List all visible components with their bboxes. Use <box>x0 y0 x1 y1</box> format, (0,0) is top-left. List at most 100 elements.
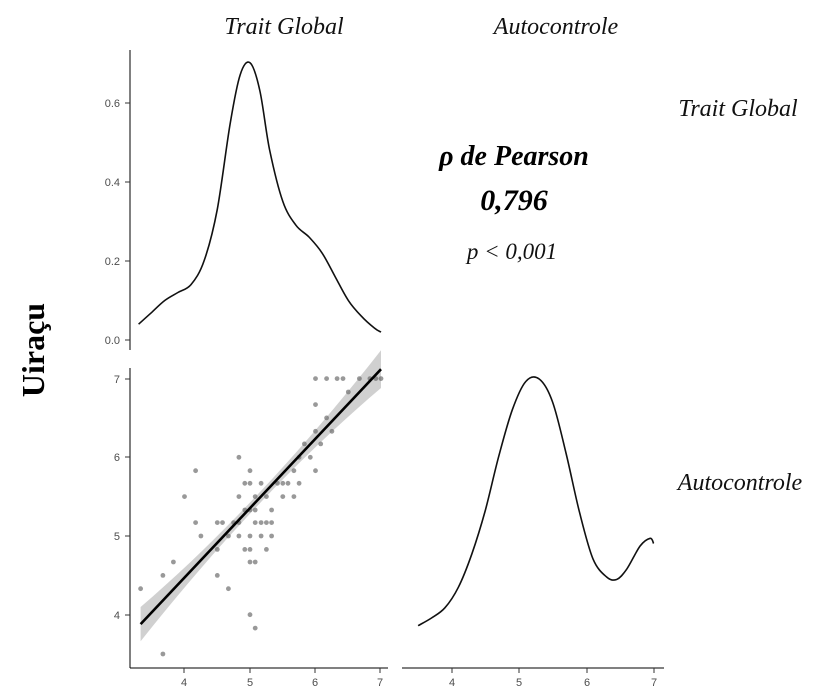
svg-text:6: 6 <box>584 677 590 689</box>
scatter-point <box>291 468 297 474</box>
row-header-autocontrole: Autocontrole <box>676 470 803 496</box>
scatter-point <box>252 625 258 631</box>
svg-text:0.2: 0.2 <box>105 256 120 268</box>
svg-text:6: 6 <box>114 452 120 464</box>
svg-text:6: 6 <box>312 677 318 689</box>
scatter-point <box>324 415 329 421</box>
svg-text:5: 5 <box>247 677 253 689</box>
scatter-point <box>252 507 258 513</box>
svg-text:7: 7 <box>377 677 383 689</box>
density-auto-curve <box>417 376 655 627</box>
correlation-p-value: p < 0,001 <box>465 239 557 264</box>
svg-text:0.0: 0.0 <box>105 335 120 347</box>
scatter-point <box>307 454 313 460</box>
scatter-x-tick: 4 <box>181 668 187 689</box>
svg-text:7: 7 <box>651 677 657 689</box>
scatter-point <box>334 376 340 381</box>
svg-text:0.4: 0.4 <box>105 177 120 189</box>
scatter-point <box>264 547 269 552</box>
scatter-point <box>269 507 274 513</box>
scatter-point <box>182 494 187 499</box>
scatter-points <box>138 376 384 657</box>
scatter-point <box>236 454 242 460</box>
scatter-point <box>193 520 199 525</box>
scatter-point <box>247 559 253 565</box>
density-auto-x-ticks: 4 5 6 7 <box>449 668 657 689</box>
svg-text:4: 4 <box>114 610 120 622</box>
scatter-point <box>160 651 166 657</box>
scatter-point <box>357 376 362 381</box>
scatter-point <box>318 441 324 447</box>
scatter-point <box>302 441 307 447</box>
scatter-point <box>313 468 318 474</box>
svg-text:4: 4 <box>181 677 187 689</box>
scatter-y-tick: 6 <box>114 452 130 464</box>
column-header-trait-global: Trait Global <box>224 14 344 40</box>
scatter-point <box>264 520 269 525</box>
scatter-point <box>313 402 318 407</box>
density-auto-x-tick: 6 <box>584 668 590 689</box>
svg-text:5: 5 <box>114 531 120 543</box>
scatter-point <box>345 389 351 395</box>
scatter-point <box>291 494 297 499</box>
scatter-point <box>280 480 286 486</box>
group-label: Uiraçu <box>15 303 51 397</box>
scatter-point <box>236 494 242 499</box>
scatter-point <box>296 480 302 486</box>
density-trait-y-tick: 0.0 <box>105 335 130 347</box>
scatter-point <box>214 547 220 552</box>
scatter-point <box>242 480 248 486</box>
scatter-point <box>160 573 166 578</box>
density-auto-x-tick: 4 <box>449 668 455 689</box>
density-trait-y-tick: 0.4 <box>105 177 130 189</box>
scatter-point <box>258 520 264 525</box>
scatter-x-ticks: 4 5 6 7 <box>181 668 383 689</box>
scatter-point <box>329 428 335 434</box>
density-trait-y-tick: 0.2 <box>105 256 130 268</box>
scatter-y-tick: 4 <box>114 610 130 622</box>
scatter-x-tick: 7 <box>377 668 383 689</box>
scatter-point <box>138 586 144 592</box>
scatter-point <box>236 533 242 539</box>
density-trait-curve <box>138 61 382 333</box>
scatter-point <box>247 533 253 539</box>
scatter-point <box>247 612 253 618</box>
scatter-y-tick: 7 <box>114 374 130 386</box>
scatter-point <box>324 376 329 381</box>
scatter-point <box>220 520 225 525</box>
scatter-point <box>226 586 231 592</box>
column-header-autocontrole: Autocontrole <box>492 14 619 40</box>
row-header-trait-global: Trait Global <box>678 96 798 122</box>
scatter-point <box>214 573 220 578</box>
density-trait-y-ticks: 0.0 0.2 0.4 0.6 <box>105 98 130 347</box>
correlation-label: ρ de Pearson <box>438 141 589 172</box>
density-trait-y-tick: 0.6 <box>105 98 130 110</box>
scatter-point <box>252 559 258 565</box>
scatter-point <box>252 494 258 499</box>
svg-text:4: 4 <box>449 677 455 689</box>
scatter-x-tick: 5 <box>247 668 253 689</box>
scatter-point <box>378 376 384 381</box>
scatter-point <box>226 533 231 539</box>
scatter-point <box>285 480 291 486</box>
svg-text:7: 7 <box>114 374 120 386</box>
scatter-point <box>214 520 220 525</box>
svg-text:5: 5 <box>516 677 522 689</box>
scatter-y-tick: 5 <box>114 531 130 543</box>
scatter-point <box>264 494 269 499</box>
scatter-point <box>198 533 204 539</box>
scatter-point <box>247 547 253 552</box>
scatter-fit-line <box>139 368 382 625</box>
scatter-point <box>193 468 199 474</box>
scatter-point <box>171 559 176 565</box>
scatter-point <box>280 494 286 499</box>
density-auto-x-tick: 5 <box>516 668 522 689</box>
scatter-point <box>258 533 264 539</box>
density-auto-x-tick: 7 <box>651 668 657 689</box>
svg-text:0.6: 0.6 <box>105 98 120 110</box>
scatter-y-ticks: 4 5 6 7 <box>114 374 130 622</box>
scatter-point <box>340 376 346 381</box>
scatter-point <box>313 376 318 381</box>
scatter-point <box>252 520 258 525</box>
